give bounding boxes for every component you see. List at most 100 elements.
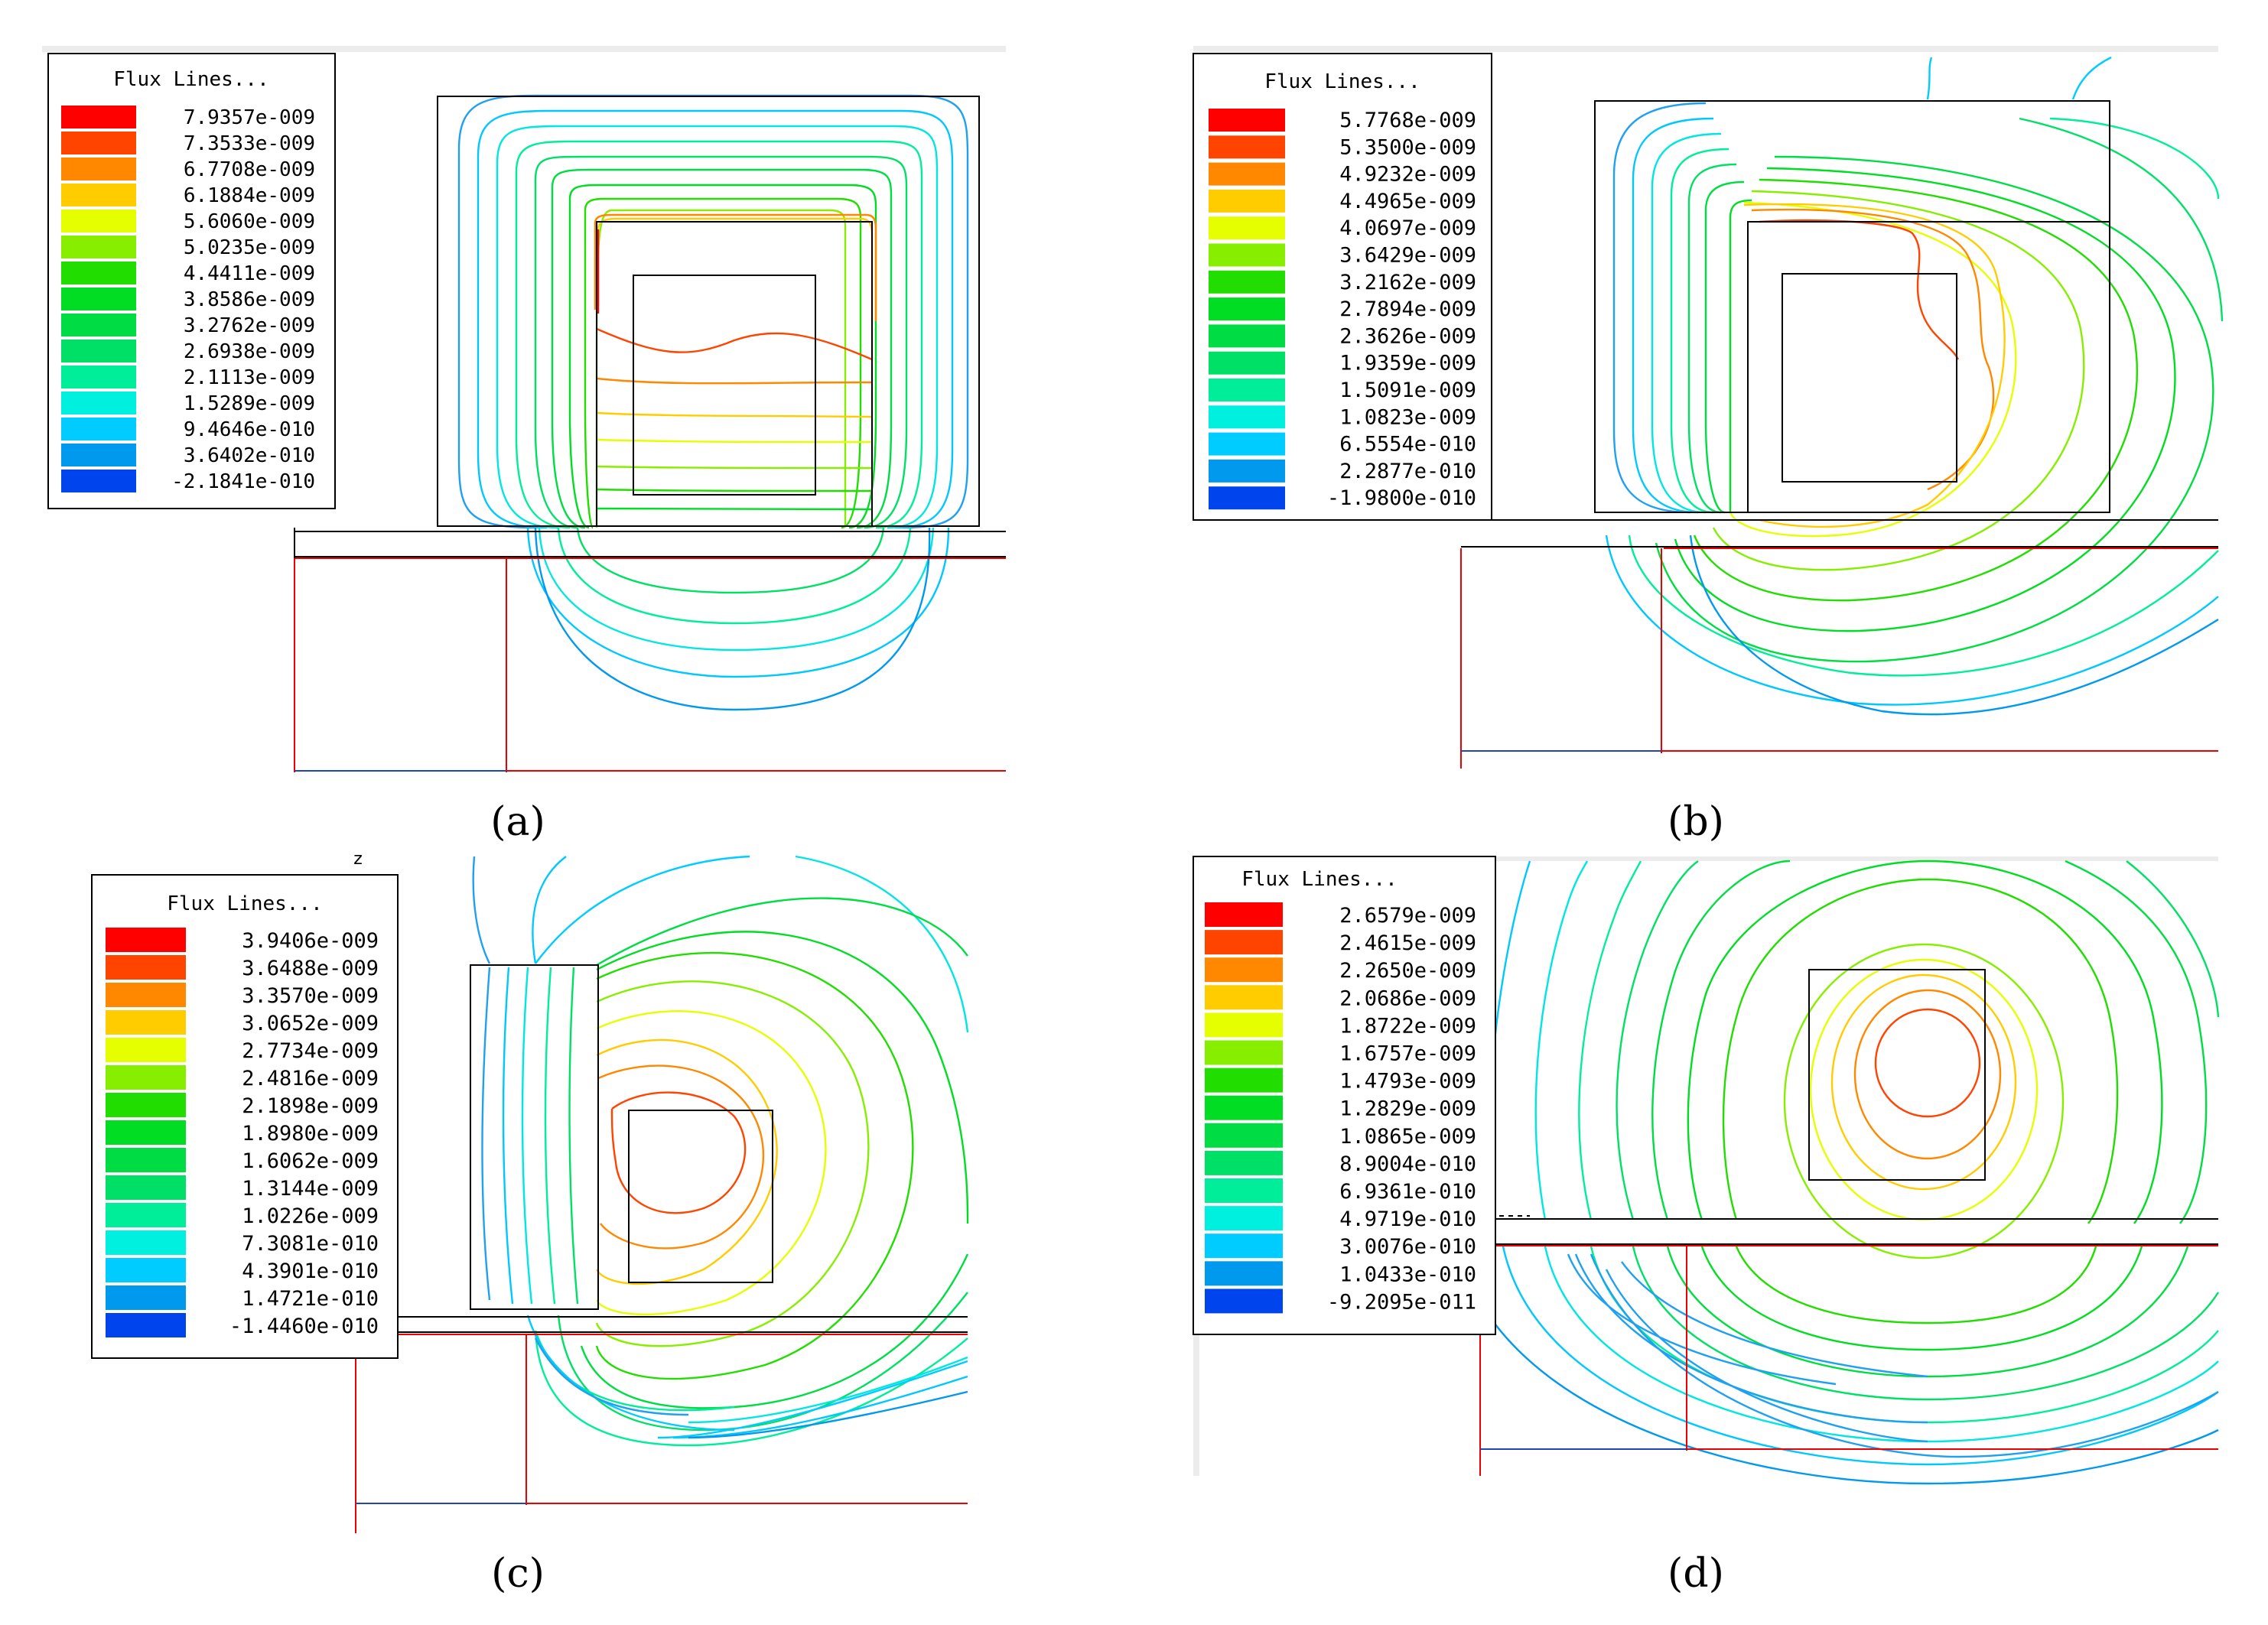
panel-d-geometry (1479, 969, 2218, 1476)
legend-value: 1.6757e-009 (1339, 1042, 1476, 1066)
legend-swatch (106, 1093, 186, 1117)
legend-swatch (106, 955, 186, 980)
legend-value: 2.1113e-009 (184, 366, 315, 389)
legend-value: 4.3901e-010 (242, 1259, 379, 1283)
legend-swatch (61, 288, 136, 310)
legend-swatch (1209, 351, 1285, 375)
legend-value: 1.6062e-009 (242, 1149, 379, 1173)
legend-swatch (106, 1175, 186, 1200)
legend-swatch (1205, 1068, 1283, 1093)
panel-a-top-band (42, 46, 1006, 52)
legend-swatch (1209, 297, 1285, 321)
legend-value: 1.0823e-009 (1339, 405, 1476, 429)
legend-swatch (61, 184, 136, 206)
panel-a-coil (633, 275, 816, 496)
legend-value: 2.3626e-009 (1339, 324, 1476, 348)
legend-swatch (1209, 432, 1285, 456)
legend-swatch (1209, 379, 1285, 401)
legend-value: 3.6402e-010 (184, 444, 315, 467)
legend-value: 1.9359e-009 (1339, 352, 1476, 375)
legend-value: 7.3081e-010 (242, 1232, 379, 1256)
legend-value: 3.9406e-009 (242, 929, 379, 953)
legend-value: 7.3533e-009 (184, 132, 315, 155)
legend-swatch (1205, 1233, 1283, 1259)
panel-b-core-outline (1594, 100, 2110, 513)
legend-value: 3.2762e-009 (184, 314, 315, 337)
legend-value: 4.9232e-009 (1339, 163, 1476, 187)
legend-swatch (61, 444, 136, 466)
legend-value: 3.2162e-009 (1339, 271, 1476, 294)
legend-swatch (106, 1065, 186, 1090)
legend-value: 3.3570e-009 (242, 984, 379, 1008)
legend-swatch (1205, 985, 1283, 1010)
legend-value: 3.6429e-009 (1339, 244, 1476, 268)
legend-swatch (1205, 930, 1283, 955)
panel-c-core-outline (470, 964, 599, 1310)
legend-swatch (61, 132, 136, 154)
legend-value: 6.1884e-009 (184, 184, 315, 207)
panel-b-caption: (b) (1668, 799, 1724, 845)
panel-d-caption: (d) (1668, 1551, 1724, 1597)
panel-d-legend-title: Flux Lines... (1241, 868, 1398, 891)
legend-value: 6.5554e-010 (1339, 433, 1476, 457)
legend-swatch (61, 106, 136, 128)
panel-d-flux-lines (1443, 860, 2220, 1485)
legend-value: 5.0235e-009 (184, 236, 315, 259)
panel-b-window-outline (1747, 221, 2110, 512)
legend-swatch (106, 1148, 186, 1172)
panel-a-legend-title: Flux Lines... (113, 68, 269, 91)
panel-b-legend: Flux Lines... 5.7768e-009 5.3500e-009 4.92… (1193, 53, 1492, 521)
legend-value: 1.5091e-009 (1339, 379, 1476, 402)
panel-c-coil (628, 1110, 773, 1283)
legend-value: 1.2829e-009 (1339, 1097, 1476, 1121)
legend-value: 6.9361e-010 (1339, 1180, 1476, 1204)
legend-swatch (1205, 902, 1283, 927)
panel-a-flux-lines (457, 94, 969, 711)
legend-swatch (61, 210, 136, 232)
panel-a-window-outline (596, 221, 873, 526)
legend-swatch (1209, 135, 1285, 159)
panel-b-flux-lines (1605, 56, 2224, 716)
legend-swatch (61, 392, 136, 414)
panel-a-legend: Flux Lines... 7.9357e-009 7.3533e-009 6.77… (47, 53, 336, 509)
panel-a-core-outline (437, 96, 980, 527)
legend-swatch (1209, 243, 1285, 267)
panel-c-geometry (355, 964, 968, 1533)
legend-value: 5.7768e-009 (1339, 109, 1476, 132)
legend-swatch (61, 418, 136, 440)
legend-swatch (1205, 1178, 1283, 1203)
panel-c-flux-lines (472, 855, 969, 1447)
legend-swatch (1205, 1095, 1283, 1120)
legend-value: 1.0433e-010 (1339, 1263, 1476, 1286)
legend-value: 3.0076e-010 (1339, 1235, 1476, 1259)
legend-value: 7.9357e-009 (184, 106, 315, 129)
legend-value: -9.2095e-011 (1327, 1290, 1476, 1314)
legend-swatch (1205, 957, 1283, 983)
legend-swatch (106, 1230, 186, 1255)
legend-swatch (61, 236, 136, 258)
legend-swatch (1209, 109, 1285, 132)
legend-value: 3.8586e-009 (184, 288, 315, 311)
legend-value: 4.9719e-010 (1339, 1207, 1476, 1231)
panel-c-caption: (c) (491, 1551, 545, 1597)
legend-value: 3.0652e-009 (242, 1012, 379, 1035)
legend-swatch (1209, 162, 1285, 186)
panel-d-coil (1808, 969, 1986, 1181)
legend-swatch (1209, 459, 1285, 483)
panel-a-caption: (a) (490, 799, 545, 845)
panel-a-geometry (294, 96, 1006, 772)
legend-swatch (1209, 405, 1285, 429)
legend-swatch (1209, 324, 1285, 348)
legend-swatch (1205, 1261, 1283, 1286)
legend-value: -1.4460e-010 (229, 1315, 379, 1338)
legend-swatch (106, 928, 186, 952)
legend-swatch (1205, 1206, 1283, 1231)
legend-value: -1.9800e-010 (1327, 486, 1476, 510)
legend-value: 5.3500e-009 (1339, 135, 1476, 159)
legend-value: 2.4816e-009 (242, 1067, 379, 1090)
legend-swatch (106, 983, 186, 1007)
legend-swatch (1205, 1040, 1283, 1065)
legend-swatch (106, 1120, 186, 1145)
panel-b-coil (1782, 273, 1957, 483)
